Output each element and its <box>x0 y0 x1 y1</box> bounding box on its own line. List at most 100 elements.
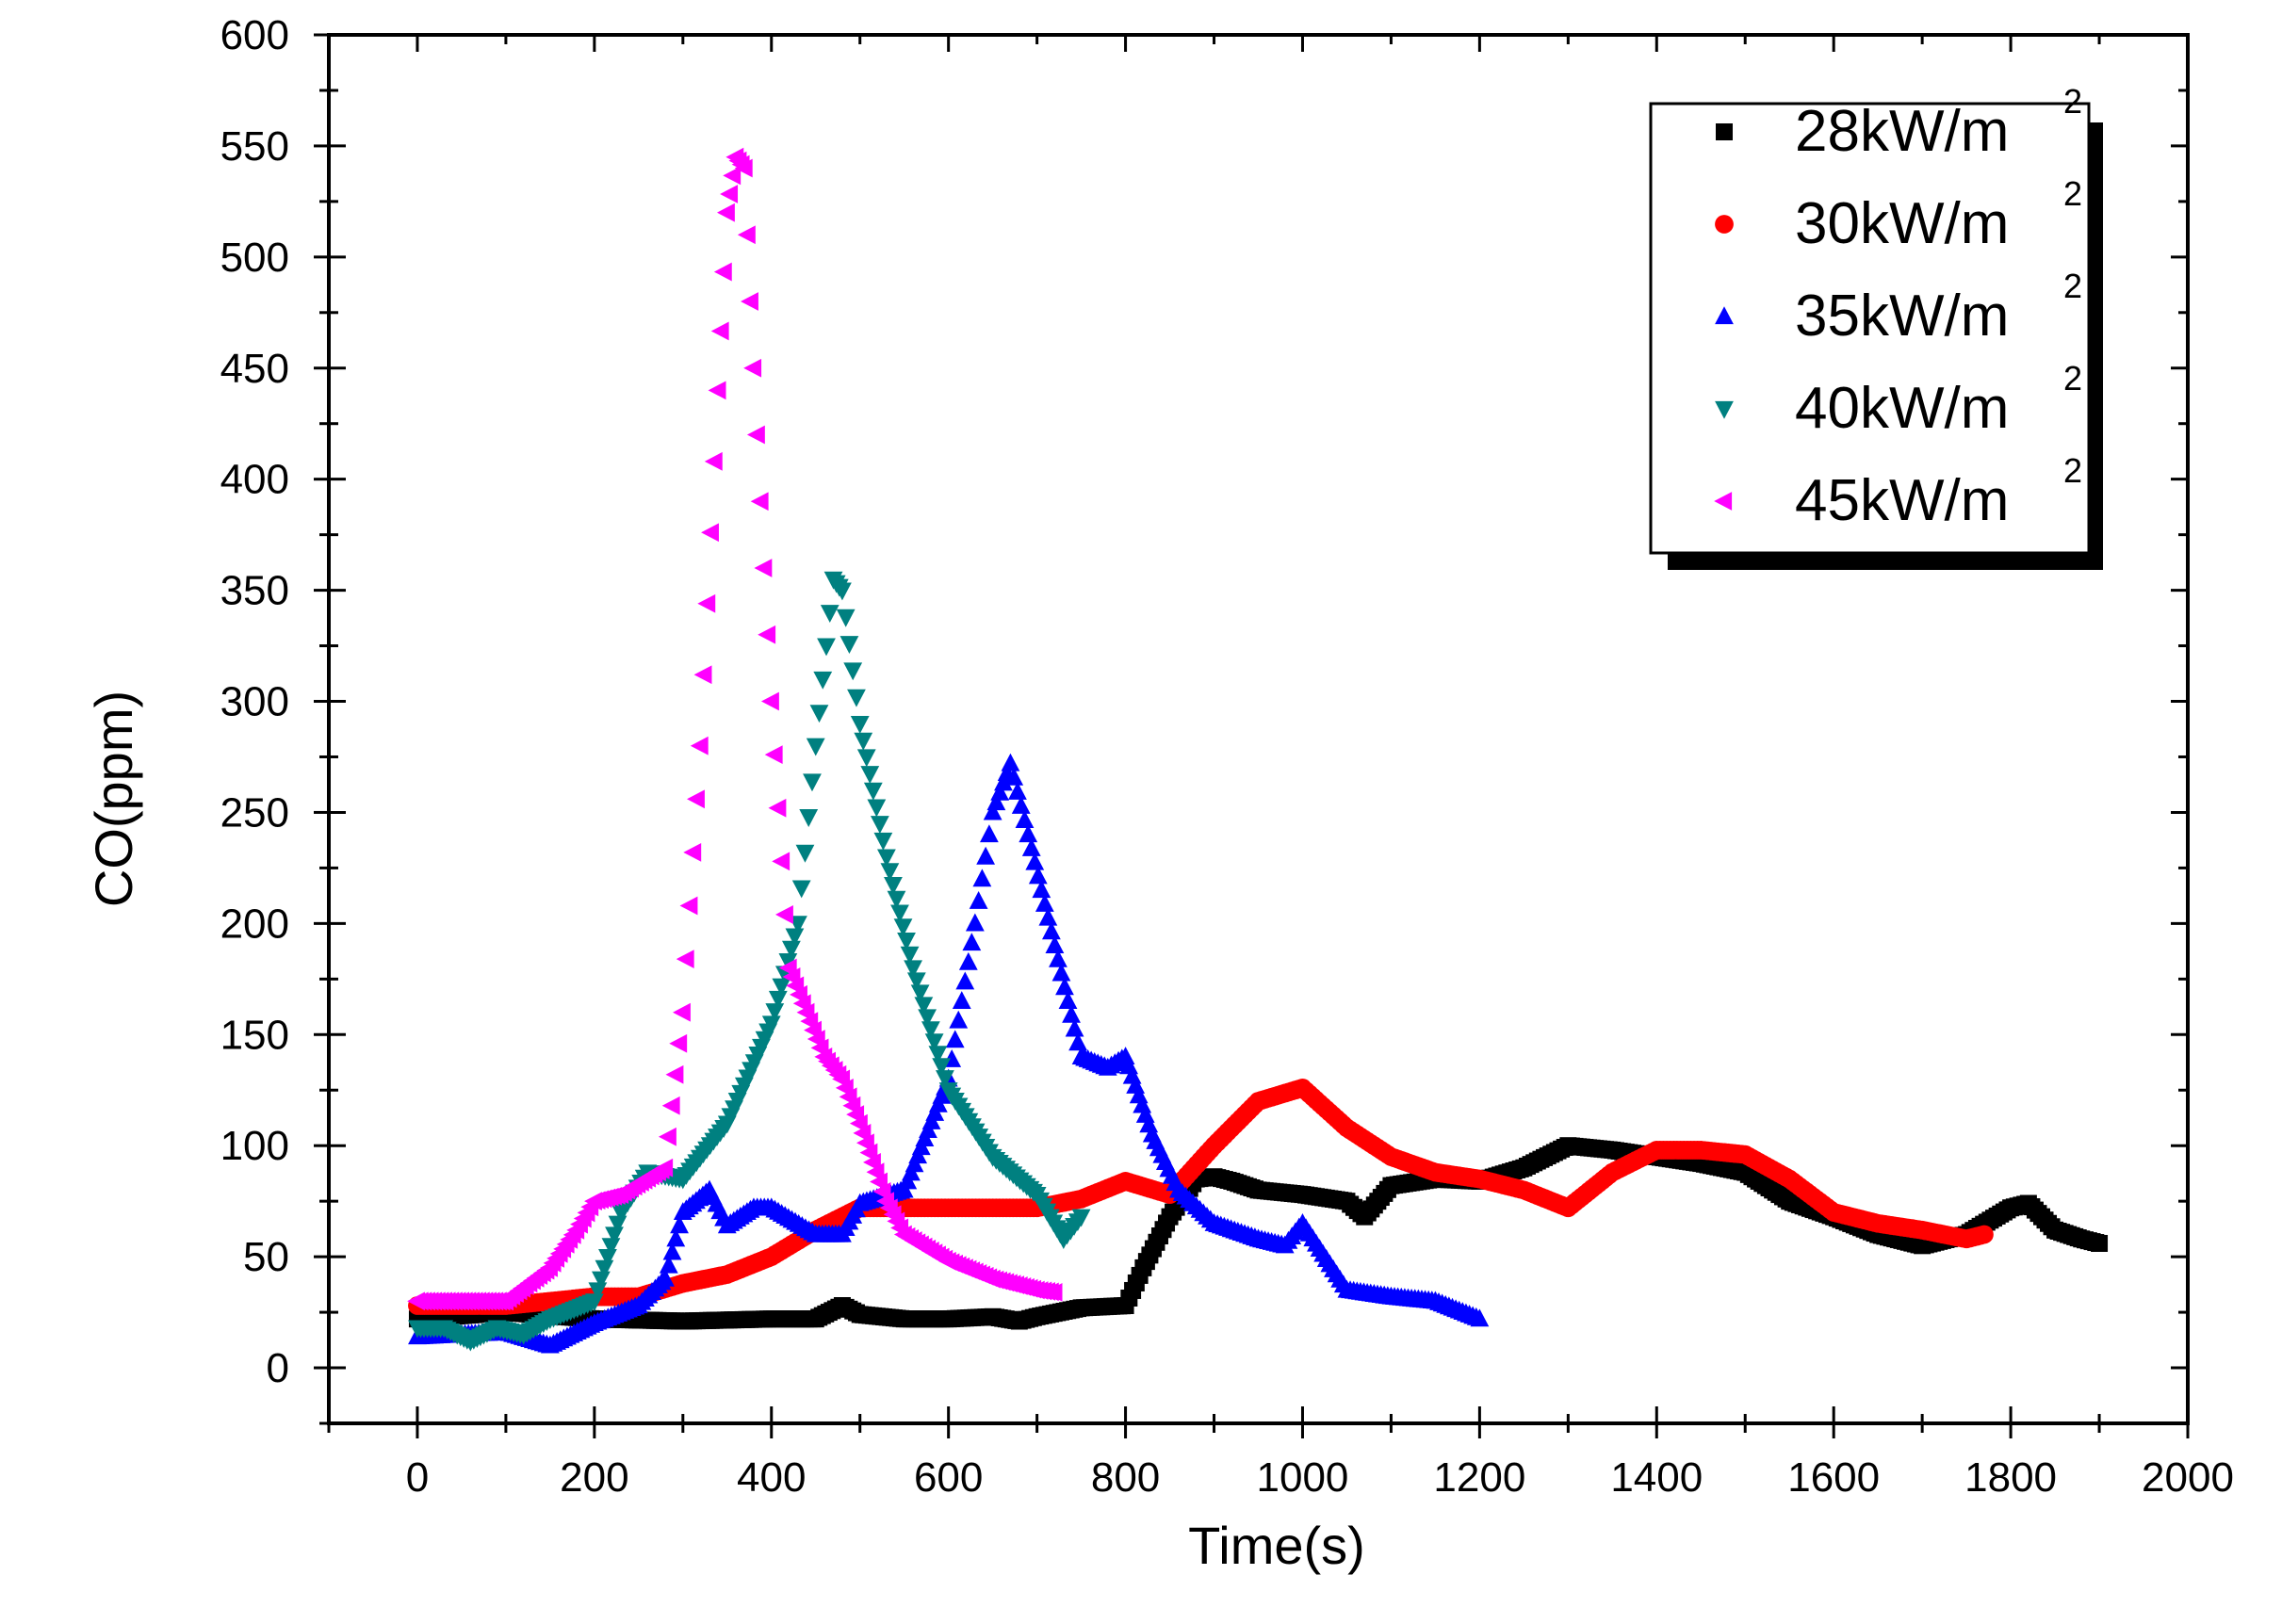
data-point <box>758 625 776 644</box>
data-point <box>1004 767 1024 786</box>
data-point <box>716 203 735 222</box>
data-point <box>608 1215 628 1234</box>
data-point <box>761 1015 781 1034</box>
data-point <box>921 1021 940 1040</box>
data-point <box>932 1058 952 1077</box>
data-point <box>897 932 916 950</box>
data-point <box>723 166 742 186</box>
series-1 <box>408 1078 1994 1315</box>
data-point <box>924 1033 944 1052</box>
data-point <box>659 1255 678 1274</box>
data-point <box>983 802 1002 820</box>
data-point <box>1025 852 1045 870</box>
data-point <box>1032 880 1051 899</box>
data-point <box>679 896 698 916</box>
data-point <box>839 636 859 655</box>
data-point <box>697 593 716 613</box>
legend-label-superscript: 2 <box>2063 267 2082 305</box>
data-point <box>1019 824 1038 843</box>
data-point <box>969 890 988 909</box>
data-point <box>890 904 909 923</box>
x-tick-label: 600 <box>914 1454 983 1501</box>
data-point <box>782 940 801 959</box>
data-point <box>918 1009 937 1028</box>
series-4 <box>407 147 1063 1311</box>
data-point <box>813 671 833 690</box>
data-point <box>884 876 903 895</box>
y-tick-label: 50 <box>243 1234 289 1280</box>
y-tick-label: 400 <box>220 457 289 503</box>
data-point <box>655 1158 674 1177</box>
data-point <box>774 905 793 924</box>
data-point <box>1044 1282 1063 1302</box>
data-point <box>791 880 811 899</box>
data-point <box>843 662 863 681</box>
data-point <box>772 852 791 871</box>
data-point <box>734 158 753 178</box>
y-tick-label: 350 <box>220 568 289 614</box>
data-point <box>962 933 982 951</box>
data-point <box>687 789 705 809</box>
data-point <box>2091 1234 2109 1252</box>
data-point <box>661 1096 680 1115</box>
legend-marker <box>1716 123 1733 140</box>
series-3 <box>408 571 1091 1352</box>
data-point <box>887 890 906 909</box>
data-point <box>666 1228 686 1247</box>
legend-label: 45kW/m <box>1795 468 2009 533</box>
legend-box <box>1649 102 2091 555</box>
x-tick-label: 1600 <box>1787 1454 1880 1501</box>
data-point <box>1041 921 1061 940</box>
data-point <box>658 1127 676 1146</box>
data-point <box>592 1271 611 1290</box>
data-point <box>1021 837 1041 856</box>
data-point <box>1049 949 1068 967</box>
data-point <box>799 809 819 827</box>
data-point <box>877 849 896 868</box>
data-point <box>665 1064 684 1084</box>
data-point <box>1035 893 1054 912</box>
data-point <box>817 638 836 657</box>
data-point <box>708 381 726 400</box>
data-point <box>670 1215 689 1234</box>
data-point <box>746 425 765 445</box>
data-point <box>669 1033 688 1053</box>
data-point <box>833 582 852 601</box>
data-point <box>601 1238 621 1257</box>
data-point <box>990 782 1010 801</box>
data-point <box>683 842 702 862</box>
data-point <box>945 1030 965 1048</box>
data-point <box>760 691 779 711</box>
data-point <box>785 928 805 947</box>
data-series <box>407 147 2109 1354</box>
data-point <box>598 1249 617 1267</box>
data-point <box>847 689 866 707</box>
x-tick-label: 1000 <box>1257 1454 1349 1501</box>
data-point <box>928 1046 948 1064</box>
y-tick-label: 100 <box>220 1123 289 1169</box>
data-point <box>893 918 913 937</box>
x-tick-label: 0 <box>406 1454 429 1501</box>
data-point <box>900 946 920 965</box>
data-point <box>701 523 719 543</box>
legend-label: 30kW/m <box>1795 191 2009 256</box>
data-point <box>820 605 839 623</box>
data-point <box>690 736 709 755</box>
data-point <box>676 950 694 968</box>
data-point <box>1470 1308 1490 1327</box>
data-point <box>803 773 822 792</box>
data-point <box>850 716 870 734</box>
data-point <box>765 1003 785 1022</box>
data-point <box>914 997 934 1015</box>
y-axis-title: CO(ppm) <box>84 690 143 907</box>
data-point <box>768 990 788 1009</box>
data-point <box>673 1002 691 1022</box>
data-point <box>656 1268 675 1287</box>
data-point <box>806 738 825 756</box>
data-point <box>741 292 758 311</box>
data-point <box>836 609 856 627</box>
data-point <box>778 953 798 971</box>
data-point <box>854 732 873 751</box>
legend-label: 28kW/m <box>1795 99 2009 164</box>
